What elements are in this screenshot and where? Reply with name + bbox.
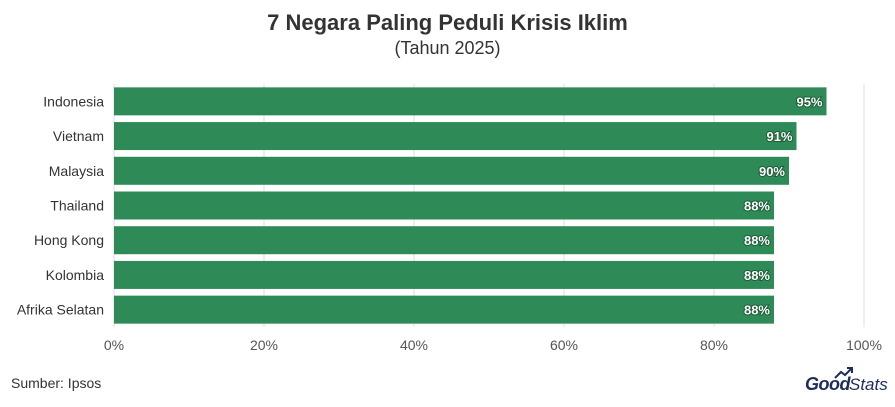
category-label: Malaysia	[49, 163, 104, 179]
data-label: 88%	[744, 233, 770, 248]
trend-arrow-icon	[834, 367, 853, 379]
source-note: Sumber: Ipsos	[11, 375, 102, 391]
x-tick-label: 0%	[104, 337, 124, 353]
bar	[114, 226, 774, 255]
x-tick-label: 100%	[846, 337, 882, 353]
category-label: Thailand	[50, 198, 104, 214]
x-tick-label: 60%	[550, 337, 578, 353]
data-label: 90%	[759, 164, 785, 179]
category-label: Indonesia	[43, 93, 104, 109]
data-label: 88%	[744, 268, 770, 283]
category-label: Hong Kong	[34, 232, 104, 248]
x-tick-label: 20%	[250, 337, 278, 353]
goodstats-logo: Good Stats	[805, 367, 889, 398]
bar	[114, 295, 774, 324]
logo-text-good: Good	[805, 374, 851, 394]
bar	[114, 191, 774, 220]
category-label: Vietnam	[53, 128, 104, 144]
chart-subtitle: (Tahun 2025)	[394, 38, 501, 58]
data-label: 88%	[744, 199, 770, 214]
x-tick-label: 40%	[400, 337, 428, 353]
bar	[114, 156, 789, 185]
data-label: 95%	[796, 94, 822, 109]
logo-text-stats: Stats	[849, 375, 888, 394]
category-label: Afrika Selatan	[17, 302, 104, 318]
x-tick-label: 80%	[700, 337, 728, 353]
data-label: 88%	[744, 303, 770, 318]
bar	[114, 122, 797, 151]
bar	[114, 87, 827, 116]
bar	[114, 260, 774, 289]
category-label: Kolombia	[46, 267, 105, 283]
chart-title: 7 Negara Paling Peduli Krisis Iklim	[267, 10, 628, 35]
data-label: 91%	[766, 129, 792, 144]
